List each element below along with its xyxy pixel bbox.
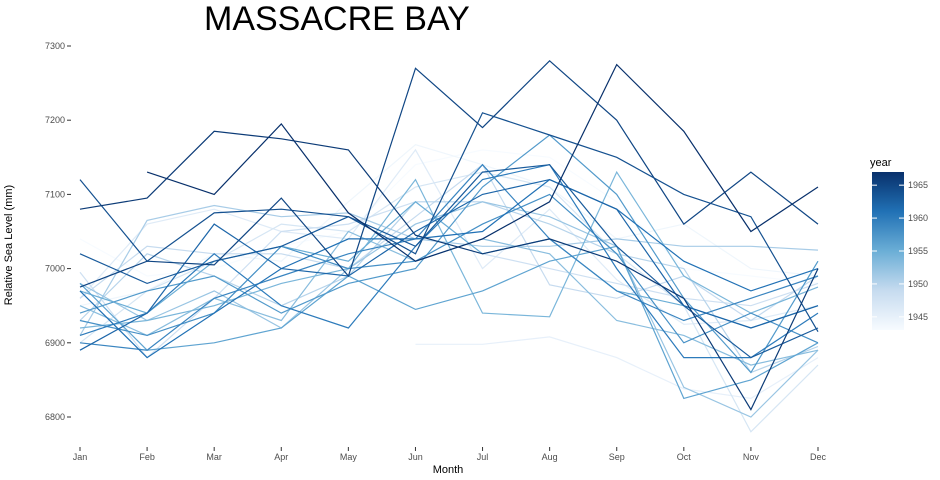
y-axis: 6800 6900 7000 7100 7200 7300 (45, 41, 71, 422)
series-lines (79, 59, 819, 433)
series-line-1947 (79, 171, 819, 433)
y-tick-label: 6900 (45, 338, 65, 348)
y-tick-label: 7200 (45, 115, 65, 125)
legend-colorbar (872, 172, 904, 330)
x-tick-label: Nov (743, 452, 760, 462)
legend-tick-label: 1950 (908, 279, 928, 289)
series-line-1966 (79, 130, 819, 411)
series-line-1944 (79, 144, 819, 307)
series-line-1964 (79, 112, 819, 333)
y-axis-label: Relative Sea Level (mm) (3, 185, 15, 305)
series-line-1946 (79, 148, 819, 325)
x-tick-label: Sep (609, 452, 625, 462)
series-line-1965 (79, 59, 819, 288)
y-tick-label: 6800 (45, 412, 65, 422)
y-tick-label: 7300 (45, 41, 65, 51)
x-tick-label: Jan (73, 452, 88, 462)
x-axis: Jan Feb Mar Apr May Jun Jul Aug Sep Oct Nov Dec (73, 447, 827, 462)
legend-tick-label: 1965 (908, 180, 928, 190)
series-line-1945 (415, 336, 819, 400)
x-tick-label: Aug (542, 452, 558, 462)
chart-title: MASSACRE BAY (204, 0, 470, 38)
series-line-1962 (79, 178, 819, 351)
legend-tick-label: 1955 (908, 246, 928, 256)
series-line-1954 (79, 170, 819, 329)
series-line-1955 (79, 201, 819, 329)
x-tick-label: Feb (139, 452, 155, 462)
y-tick-label: 7000 (45, 264, 65, 274)
legend-tick-label: 1945 (908, 312, 928, 322)
x-tick-label: Jul (477, 452, 489, 462)
series-line-1949 (79, 163, 819, 322)
series-line-1967 (146, 63, 819, 262)
legend: year 1945 1950 1955 1960 1965 (870, 157, 928, 330)
series-line-1952 (79, 201, 819, 418)
y-tick-label: 7100 (45, 189, 65, 199)
x-tick-label: Oct (677, 452, 692, 462)
x-tick-label: Apr (274, 452, 288, 462)
x-axis-label: Month (433, 464, 464, 476)
legend-tick-label: 1960 (908, 213, 928, 223)
x-tick-label: Dec (810, 452, 827, 462)
x-tick-label: Mar (206, 452, 222, 462)
x-tick-label: May (340, 452, 358, 462)
series-line-1956 (79, 245, 819, 400)
legend-title: year (870, 157, 892, 169)
x-tick-label: Jun (408, 452, 423, 462)
series-line-1961 (79, 178, 819, 359)
series-line-1963 (79, 164, 819, 359)
series-line-1957 (79, 134, 819, 374)
legend-ticks: 1945 1950 1955 1960 1965 (872, 180, 928, 322)
series-line-1958 (79, 193, 819, 344)
